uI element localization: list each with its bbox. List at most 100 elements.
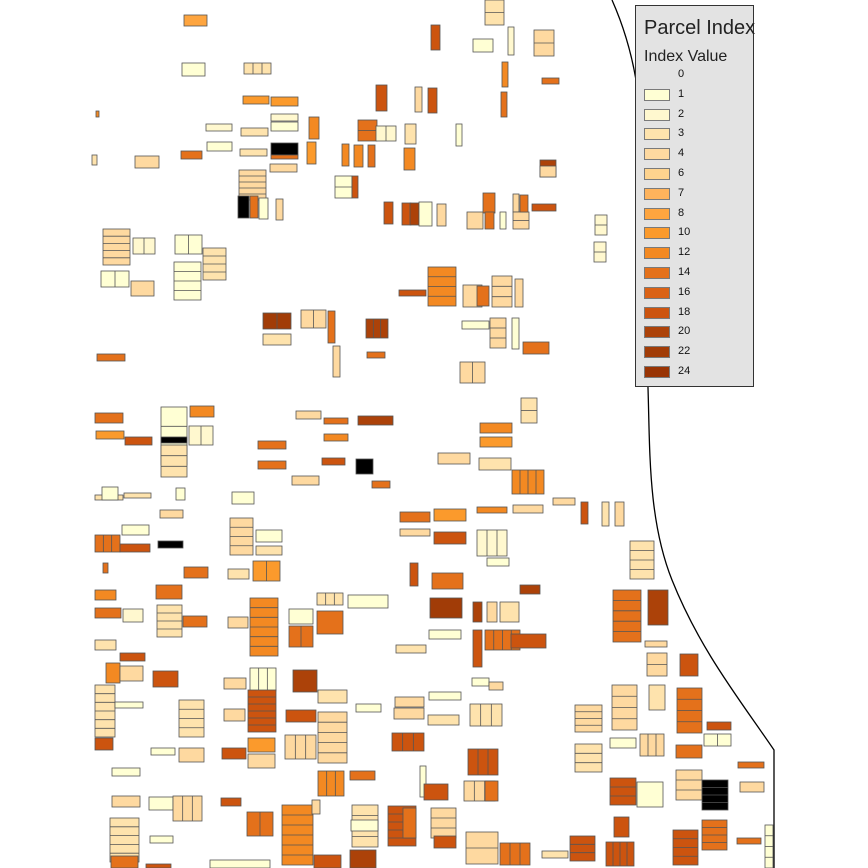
parcel[interactable] <box>398 289 427 297</box>
parcel[interactable] <box>134 155 160 169</box>
parcel[interactable] <box>327 310 336 344</box>
parcel[interactable] <box>175 487 186 501</box>
parcel[interactable] <box>110 855 139 868</box>
parcel[interactable] <box>172 795 203 822</box>
parcel[interactable] <box>270 142 299 156</box>
parcel[interactable] <box>317 711 348 764</box>
parcel[interactable] <box>675 744 703 759</box>
parcel[interactable] <box>414 86 423 113</box>
parcel[interactable] <box>433 835 457 849</box>
parcel[interactable] <box>427 714 460 726</box>
parcel[interactable] <box>95 430 125 440</box>
parcel[interactable] <box>96 353 126 362</box>
parcel[interactable] <box>284 734 317 760</box>
parcel[interactable] <box>255 545 283 556</box>
parcel[interactable] <box>237 195 250 219</box>
parcel[interactable] <box>418 201 433 227</box>
parcel[interactable] <box>321 457 346 466</box>
parcel[interactable] <box>152 670 179 688</box>
parcel[interactable] <box>94 639 117 651</box>
parcel[interactable] <box>580 501 589 525</box>
parcel[interactable] <box>367 144 376 168</box>
parcel[interactable] <box>507 26 515 56</box>
parcel[interactable] <box>609 777 637 806</box>
parcel[interactable] <box>423 783 449 801</box>
parcel[interactable] <box>109 817 140 863</box>
parcel[interactable] <box>486 601 498 623</box>
parcel[interactable] <box>119 543 151 553</box>
parcel[interactable] <box>472 601 483 623</box>
parcel[interactable] <box>539 165 557 178</box>
parcel[interactable] <box>394 696 425 708</box>
parcel[interactable] <box>552 497 576 506</box>
parcel[interactable] <box>313 854 342 868</box>
parcel[interactable] <box>257 460 287 470</box>
parcel[interactable] <box>306 141 317 165</box>
parcel[interactable] <box>123 492 152 499</box>
parcel[interactable] <box>353 144 364 168</box>
parcel[interactable] <box>183 14 208 27</box>
parcel[interactable] <box>101 486 119 501</box>
parcel[interactable] <box>613 816 630 838</box>
parcel[interactable] <box>205 123 233 132</box>
parcel[interactable] <box>488 681 504 691</box>
parcel[interactable] <box>395 644 427 654</box>
parcel[interactable] <box>491 275 513 308</box>
parcel[interactable] <box>270 96 299 107</box>
parcel[interactable] <box>149 835 174 844</box>
parcel[interactable] <box>148 796 174 811</box>
parcel[interactable] <box>429 597 463 619</box>
parcel[interactable] <box>223 708 246 722</box>
parcel[interactable] <box>317 689 348 704</box>
parcel[interactable] <box>614 501 625 527</box>
parcel[interactable] <box>433 531 467 545</box>
parcel[interactable] <box>105 662 121 684</box>
parcel[interactable] <box>486 557 510 567</box>
parcel[interactable] <box>292 669 318 693</box>
parcel[interactable] <box>95 110 100 118</box>
parcel[interactable] <box>227 616 249 629</box>
parcel[interactable] <box>258 197 269 220</box>
parcel[interactable] <box>541 850 569 859</box>
parcel[interactable] <box>155 584 183 600</box>
parcel[interactable] <box>94 412 124 424</box>
parcel[interactable] <box>317 770 345 797</box>
parcel[interactable] <box>541 77 560 85</box>
parcel[interactable] <box>160 444 188 478</box>
parcel[interactable] <box>102 228 131 266</box>
parcel[interactable] <box>180 150 203 160</box>
parcel[interactable] <box>323 433 349 442</box>
parcel[interactable] <box>428 629 462 640</box>
parcel[interactable] <box>428 691 462 701</box>
parcel[interactable] <box>365 318 389 339</box>
parcel[interactable] <box>371 480 391 489</box>
parcel[interactable] <box>114 701 144 709</box>
parcel[interactable] <box>430 24 441 51</box>
parcel[interactable] <box>243 62 272 75</box>
parcel[interactable] <box>647 589 669 626</box>
parcel[interactable] <box>403 147 416 171</box>
parcel[interactable] <box>270 113 299 122</box>
parcel[interactable] <box>467 748 499 776</box>
parcel[interactable] <box>409 562 419 587</box>
parcel[interactable] <box>238 169 267 201</box>
parcel[interactable] <box>323 417 349 425</box>
parcel[interactable] <box>601 501 610 527</box>
parcel[interactable] <box>737 761 765 769</box>
parcel[interactable] <box>436 203 447 227</box>
parcel[interactable] <box>679 653 699 677</box>
parcel[interactable] <box>111 795 141 808</box>
parcel[interactable] <box>291 475 320 486</box>
parcel[interactable] <box>404 123 417 145</box>
parcel[interactable] <box>157 540 184 549</box>
parcel[interactable] <box>269 163 298 173</box>
parcel[interactable] <box>461 320 490 330</box>
parcel[interactable] <box>242 95 270 105</box>
parcel[interactable] <box>223 677 247 690</box>
parcel[interactable] <box>466 211 484 230</box>
parcel[interactable] <box>94 589 117 601</box>
parcel[interactable] <box>469 703 503 727</box>
parcel[interactable] <box>295 410 322 420</box>
parcel[interactable] <box>393 707 425 720</box>
parcel[interactable] <box>255 529 283 543</box>
